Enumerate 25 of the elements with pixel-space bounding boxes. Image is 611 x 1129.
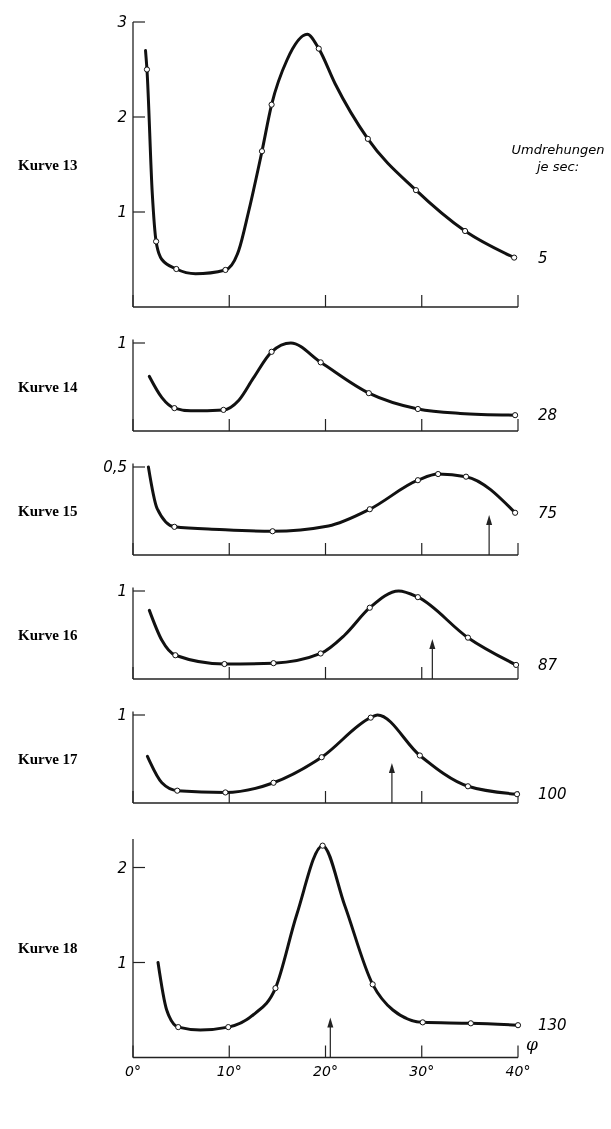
x-tick-label: 0° xyxy=(125,1062,141,1079)
x-tick-label: 20° xyxy=(313,1062,338,1079)
x-tick-label: 10° xyxy=(216,1062,242,1079)
y-tick-label: 2 xyxy=(117,108,127,126)
y-tick-label: 2 xyxy=(117,858,127,877)
text: Kurve 14 xyxy=(18,379,79,395)
x-tick-label: 40° xyxy=(505,1062,531,1079)
annotation: Umdrehungen je sec: xyxy=(511,141,605,174)
y-tick-label: 1 xyxy=(117,953,127,972)
text: 28 xyxy=(538,406,558,425)
text: 130 xyxy=(538,1016,567,1035)
text: Kurve 13 xyxy=(18,156,78,173)
text: 100 xyxy=(538,785,567,804)
text: 5 xyxy=(538,248,548,267)
x-tick-label: 30° xyxy=(409,1062,435,1079)
text: Kurve 18 xyxy=(18,940,78,957)
text: Kurve 15 xyxy=(18,503,78,519)
text: Kurve 16 xyxy=(18,627,79,643)
text: 87 xyxy=(538,655,558,674)
y-tick-label: 1 xyxy=(117,203,127,221)
text: 0,5 xyxy=(103,458,127,476)
text: 75 xyxy=(538,503,558,522)
x-axis-title: φ xyxy=(526,1033,538,1054)
y-tick-label: 3 xyxy=(117,13,127,31)
text: Kurve 17 xyxy=(18,751,79,767)
